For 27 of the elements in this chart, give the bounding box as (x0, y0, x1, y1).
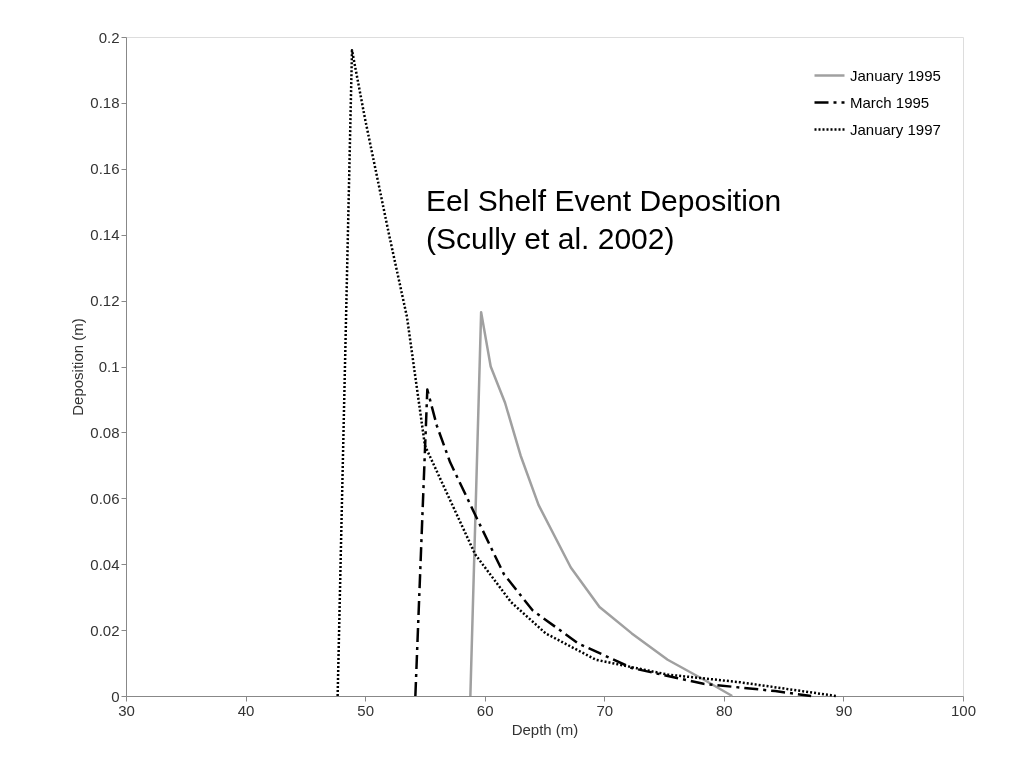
y-tick-label: 0 (111, 687, 120, 705)
x-tick-label: 50 (357, 701, 374, 719)
y-tick-label: 0.06 (90, 489, 120, 507)
y-tick-label: 0.2 (98, 28, 120, 46)
x-tick-label: 40 (237, 701, 255, 719)
x-tick-label: 30 (118, 701, 135, 719)
x-tick-label: 60 (476, 701, 494, 719)
y-tick-label: 0.18 (90, 94, 120, 112)
legend-label: January 1997 (850, 120, 941, 138)
y-tick-label: 0.14 (90, 226, 120, 244)
x-tick-label: 70 (596, 701, 614, 719)
line-series (469, 310, 734, 698)
x-tick-label: 90 (835, 701, 853, 719)
y-tick-label: 0.02 (90, 621, 120, 639)
y-tick-label: 0.1 (98, 358, 120, 375)
annotation: Eel Shelf Event Deposition (Scully et al. 2002) (426, 184, 782, 255)
line-series (336, 48, 838, 698)
y-tick-label: 0.12 (90, 292, 120, 310)
y-axis-title: Deposition (m) (69, 318, 87, 416)
legend-label: March 1995 (850, 93, 930, 111)
legend-label: January 1995 (850, 66, 941, 84)
y-tick-label: 0.08 (90, 423, 120, 441)
x-tick-label: 80 (716, 701, 733, 719)
x-tick-label: 100 (950, 701, 977, 719)
x-axis-title: Depth (m) (511, 720, 579, 738)
y-tick-label: 0.16 (90, 160, 120, 178)
y-tick-label: 0.04 (90, 555, 120, 573)
